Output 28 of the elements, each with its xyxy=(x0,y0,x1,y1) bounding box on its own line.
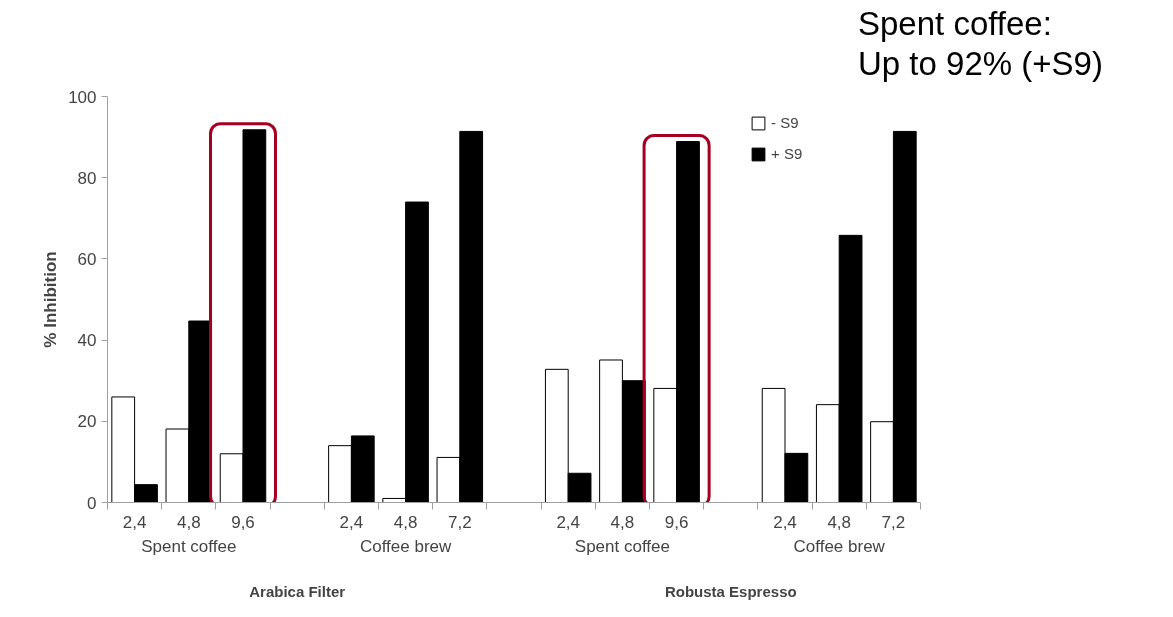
y-tick-label: 60 xyxy=(77,249,97,269)
x-tick-label: 7,2 xyxy=(447,512,472,532)
legend-label: - S9 xyxy=(771,114,799,131)
y-tick-label: 80 xyxy=(77,168,97,188)
text: Coffee brew xyxy=(359,536,452,556)
x-tick-label: 4,8 xyxy=(827,512,852,532)
x-tick-label: 9,6 xyxy=(231,512,255,532)
y-axis-title: % Inhibition xyxy=(41,251,61,348)
x-tick-label: 7,2 xyxy=(881,512,906,532)
x-tick-label: 2,4 xyxy=(773,512,797,532)
text: Spent coffee: Up to 92% (+S9) xyxy=(858,4,1103,84)
x-tick-label: 4,8 xyxy=(393,512,418,532)
x-tick-label: 4,8 xyxy=(610,512,635,532)
text: Arabica Filter xyxy=(249,582,346,600)
text: Spent coffee xyxy=(574,536,670,556)
x-tick-label: 9,6 xyxy=(664,512,689,532)
y-tick-label: 20 xyxy=(77,412,97,432)
x-tick-label: 2,4 xyxy=(339,512,364,532)
x-tick-label: 2,4 xyxy=(122,512,147,532)
text: Robusta Espresso xyxy=(664,582,797,600)
y-tick-label: 100 xyxy=(68,87,97,107)
text: Spent coffee xyxy=(141,536,237,556)
text: Coffee brew xyxy=(793,536,886,556)
x-tick-label: 2,4 xyxy=(556,512,581,532)
y-tick-label: 0 xyxy=(87,493,97,513)
y-tick-label: 40 xyxy=(77,331,97,351)
x-tick-label: 4,8 xyxy=(176,512,201,532)
legend-label: + S9 xyxy=(771,145,803,162)
